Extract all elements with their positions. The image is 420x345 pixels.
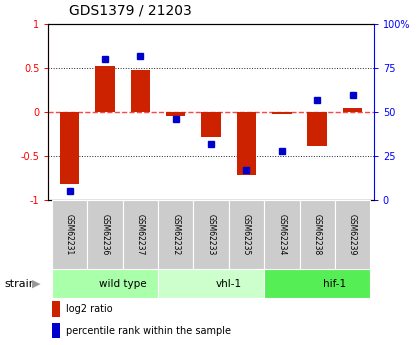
Text: GSM62239: GSM62239	[348, 214, 357, 255]
Bar	[158, 200, 193, 269]
Text: wild type: wild type	[99, 279, 147, 289]
Bar	[158, 269, 264, 298]
Text: hif-1: hif-1	[323, 279, 346, 289]
Text: log2 ratio: log2 ratio	[66, 304, 113, 314]
Bar	[343, 108, 362, 112]
Bar	[237, 112, 256, 176]
Bar	[123, 200, 158, 269]
Text: GSM62237: GSM62237	[136, 214, 145, 255]
Bar	[131, 70, 150, 112]
Text: GDS1379 / 21203: GDS1379 / 21203	[69, 3, 192, 17]
Bar	[87, 200, 123, 269]
Text: GSM62234: GSM62234	[277, 214, 286, 255]
Bar	[272, 112, 291, 114]
Text: strain: strain	[4, 279, 36, 289]
Text: vhl-1: vhl-1	[216, 279, 242, 289]
Bar	[201, 112, 221, 137]
Bar	[52, 269, 158, 298]
Text: GSM62232: GSM62232	[171, 214, 180, 255]
Bar	[299, 200, 335, 269]
Bar	[307, 112, 327, 146]
Bar	[193, 200, 229, 269]
Bar	[52, 302, 60, 317]
Bar	[264, 200, 299, 269]
Bar	[229, 200, 264, 269]
Text: ▶: ▶	[32, 279, 40, 289]
Text: GSM62231: GSM62231	[65, 214, 74, 255]
Bar	[60, 112, 79, 184]
Bar	[166, 112, 185, 116]
Bar	[95, 66, 115, 112]
Text: percentile rank within the sample: percentile rank within the sample	[66, 326, 231, 336]
Text: GSM62236: GSM62236	[100, 214, 109, 255]
Bar	[52, 323, 60, 338]
Text: GSM62238: GSM62238	[313, 214, 322, 255]
Bar	[52, 200, 87, 269]
Text: GSM62233: GSM62233	[207, 214, 215, 255]
Bar	[335, 200, 370, 269]
Bar	[264, 269, 370, 298]
Text: GSM62235: GSM62235	[242, 214, 251, 255]
